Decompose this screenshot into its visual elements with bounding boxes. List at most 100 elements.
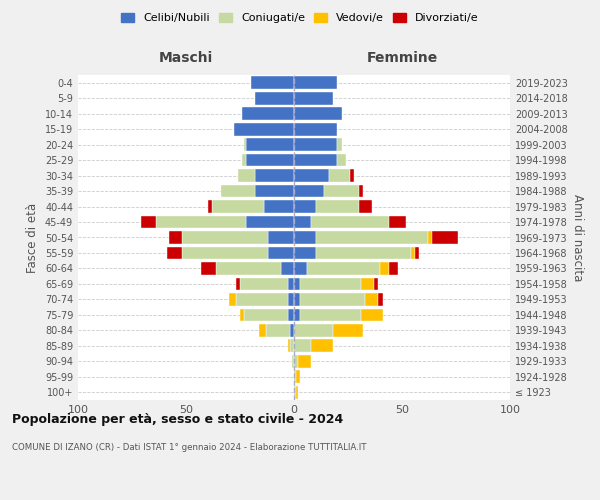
Bar	[156, 216, 247, 228]
Bar	[244, 308, 287, 321]
Bar	[410, 246, 415, 260]
Text: Popolazione per età, sesso e stato civile - 2024: Popolazione per età, sesso e stato civil…	[12, 412, 343, 426]
Bar	[361, 308, 383, 321]
Bar	[251, 76, 294, 89]
Bar	[359, 200, 372, 213]
Bar	[311, 216, 389, 228]
Bar	[294, 370, 296, 383]
Bar	[167, 246, 182, 260]
Bar	[324, 184, 359, 198]
Bar	[281, 262, 294, 275]
Bar	[294, 386, 296, 398]
Bar	[229, 293, 236, 306]
Bar	[294, 154, 337, 166]
Bar	[247, 216, 294, 228]
Bar	[294, 246, 316, 260]
Bar	[287, 278, 294, 290]
Bar	[389, 216, 406, 228]
Bar	[389, 262, 398, 275]
Bar	[247, 138, 294, 151]
Bar	[140, 216, 156, 228]
Bar	[294, 184, 324, 198]
Text: Maschi: Maschi	[159, 51, 213, 65]
Bar	[294, 231, 316, 244]
Bar	[294, 92, 333, 104]
Bar	[244, 138, 247, 151]
Bar	[264, 200, 294, 213]
Bar	[294, 262, 307, 275]
Bar	[365, 293, 378, 306]
Bar	[294, 108, 341, 120]
Bar	[240, 278, 287, 290]
Bar	[428, 231, 432, 244]
Bar	[290, 340, 294, 352]
Y-axis label: Anni di nascita: Anni di nascita	[571, 194, 584, 281]
Bar	[316, 200, 359, 213]
Bar	[233, 123, 294, 136]
Bar	[294, 293, 301, 306]
Bar	[296, 386, 298, 398]
Bar	[208, 200, 212, 213]
Bar	[242, 108, 294, 120]
Bar	[329, 169, 350, 182]
Bar	[287, 308, 294, 321]
Bar	[201, 262, 216, 275]
Bar	[236, 293, 287, 306]
Y-axis label: Fasce di età: Fasce di età	[26, 202, 39, 272]
Bar	[380, 262, 389, 275]
Bar	[242, 154, 247, 166]
Bar	[255, 169, 294, 182]
Bar	[294, 355, 298, 368]
Bar	[294, 278, 301, 290]
Bar	[296, 370, 301, 383]
Bar	[216, 262, 281, 275]
Text: Femmine: Femmine	[367, 51, 437, 65]
Bar	[359, 184, 363, 198]
Bar	[298, 355, 311, 368]
Bar	[266, 324, 290, 336]
Text: COMUNE DI IZANO (CR) - Dati ISTAT 1° gennaio 2024 - Elaborazione TUTTITALIA.IT: COMUNE DI IZANO (CR) - Dati ISTAT 1° gen…	[12, 442, 367, 452]
Bar	[301, 278, 361, 290]
Bar	[294, 200, 316, 213]
Bar	[221, 184, 255, 198]
Bar	[169, 231, 182, 244]
Bar	[268, 246, 294, 260]
Bar	[294, 123, 337, 136]
Bar	[294, 76, 337, 89]
Bar	[294, 324, 333, 336]
Bar	[378, 293, 383, 306]
Bar	[361, 278, 374, 290]
Bar	[255, 92, 294, 104]
Bar	[294, 169, 329, 182]
Bar	[287, 293, 294, 306]
Bar	[337, 154, 346, 166]
Bar	[294, 216, 311, 228]
Bar	[307, 262, 380, 275]
Bar	[294, 308, 301, 321]
Bar	[432, 231, 458, 244]
Bar	[337, 138, 341, 151]
Bar	[301, 293, 365, 306]
Bar	[182, 246, 268, 260]
Bar	[292, 355, 294, 368]
Bar	[316, 231, 428, 244]
Bar	[301, 308, 361, 321]
Bar	[415, 246, 419, 260]
Bar	[294, 138, 337, 151]
Bar	[259, 324, 266, 336]
Bar	[287, 340, 290, 352]
Bar	[350, 169, 355, 182]
Legend: Celibi/Nubili, Coniugati/e, Vedovi/e, Divorziati/e: Celibi/Nubili, Coniugati/e, Vedovi/e, Di…	[117, 8, 483, 28]
Bar	[182, 231, 268, 244]
Bar	[238, 169, 255, 182]
Bar	[316, 246, 410, 260]
Bar	[311, 340, 333, 352]
Bar	[294, 340, 311, 352]
Bar	[290, 324, 294, 336]
Bar	[333, 324, 363, 336]
Bar	[255, 184, 294, 198]
Bar	[247, 154, 294, 166]
Bar	[374, 278, 378, 290]
Bar	[268, 231, 294, 244]
Bar	[236, 278, 240, 290]
